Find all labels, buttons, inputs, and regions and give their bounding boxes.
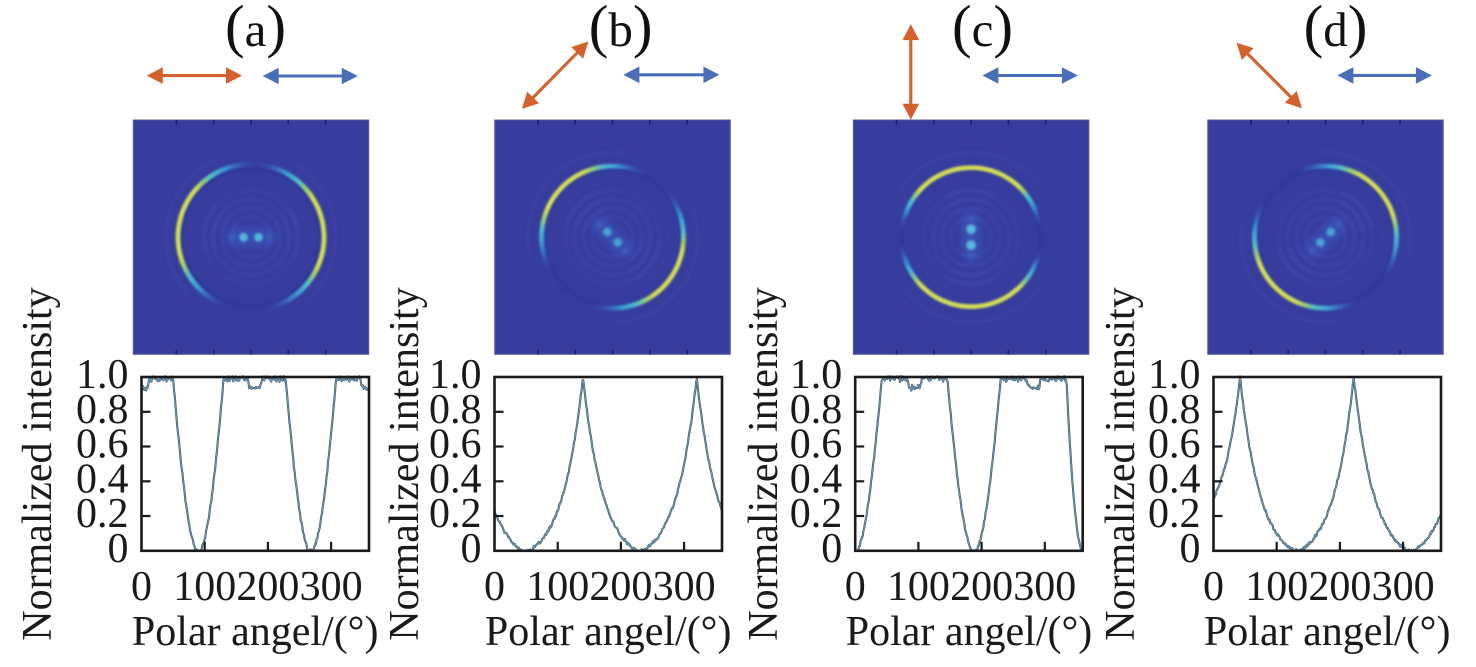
svg-text:0.2: 0.2	[429, 491, 482, 537]
svg-text:0.8: 0.8	[1148, 387, 1201, 433]
svg-text:Polar angel/(°): Polar angel/(°)	[132, 609, 379, 655]
svg-text:0: 0	[108, 526, 129, 572]
svg-text:0.4: 0.4	[1148, 456, 1201, 502]
svg-text:0.4: 0.4	[790, 456, 843, 502]
svg-text:0: 0	[1203, 564, 1224, 610]
svg-text:100: 100	[1245, 564, 1308, 610]
svg-text:0.4: 0.4	[76, 456, 129, 502]
svg-text:Polar angel/(°): Polar angel/(°)	[846, 609, 1093, 655]
svg-text:0.8: 0.8	[429, 387, 482, 433]
svg-text:(d): (d)	[1304, 0, 1368, 59]
svg-text:(a): (a)	[225, 0, 286, 59]
svg-text:(b): (b)	[589, 0, 653, 59]
svg-text:1.0: 1.0	[790, 352, 843, 398]
svg-text:1.0: 1.0	[1148, 352, 1201, 398]
svg-text:0.8: 0.8	[76, 387, 129, 433]
svg-text:0: 0	[821, 526, 842, 572]
svg-text:100: 100	[173, 564, 236, 610]
svg-text:0.4: 0.4	[429, 456, 482, 502]
svg-text:200: 200	[236, 564, 299, 610]
svg-text:0: 0	[461, 526, 482, 572]
svg-text:300: 300	[1013, 564, 1076, 610]
svg-text:0: 0	[484, 564, 505, 610]
svg-text:(c): (c)	[952, 0, 1013, 59]
svg-text:0: 0	[131, 564, 152, 610]
svg-text:0.6: 0.6	[429, 422, 482, 468]
svg-text:100: 100	[887, 564, 950, 610]
svg-text:Polar angel/(°): Polar angel/(°)	[485, 609, 732, 655]
svg-text:0: 0	[1180, 526, 1201, 572]
svg-text:0.2: 0.2	[76, 491, 129, 537]
svg-text:200: 200	[1308, 564, 1371, 610]
svg-text:1.0: 1.0	[429, 352, 482, 398]
svg-text:0.6: 0.6	[76, 422, 129, 468]
svg-text:200: 200	[950, 564, 1013, 610]
svg-text:0.6: 0.6	[1148, 422, 1201, 468]
svg-text:100: 100	[526, 564, 589, 610]
svg-text:Normalized intensity: Normalized intensity	[382, 287, 428, 640]
svg-text:300: 300	[1372, 564, 1435, 610]
svg-text:1.0: 1.0	[76, 352, 129, 398]
svg-text:0: 0	[845, 564, 866, 610]
svg-text:300: 300	[653, 564, 716, 610]
svg-text:Normalized intensity: Normalized intensity	[1098, 287, 1144, 640]
svg-text:300: 300	[300, 564, 363, 610]
svg-text:Normalized intensity: Normalized intensity	[15, 287, 61, 640]
svg-text:Polar angel/(°): Polar angel/(°)	[1204, 609, 1451, 655]
svg-text:0.2: 0.2	[790, 491, 843, 537]
svg-text:0.6: 0.6	[790, 422, 843, 468]
svg-text:0.2: 0.2	[1148, 491, 1201, 537]
svg-text:Normalized intensity: Normalized intensity	[741, 287, 787, 640]
svg-text:200: 200	[589, 564, 652, 610]
svg-text:0.8: 0.8	[790, 387, 843, 433]
